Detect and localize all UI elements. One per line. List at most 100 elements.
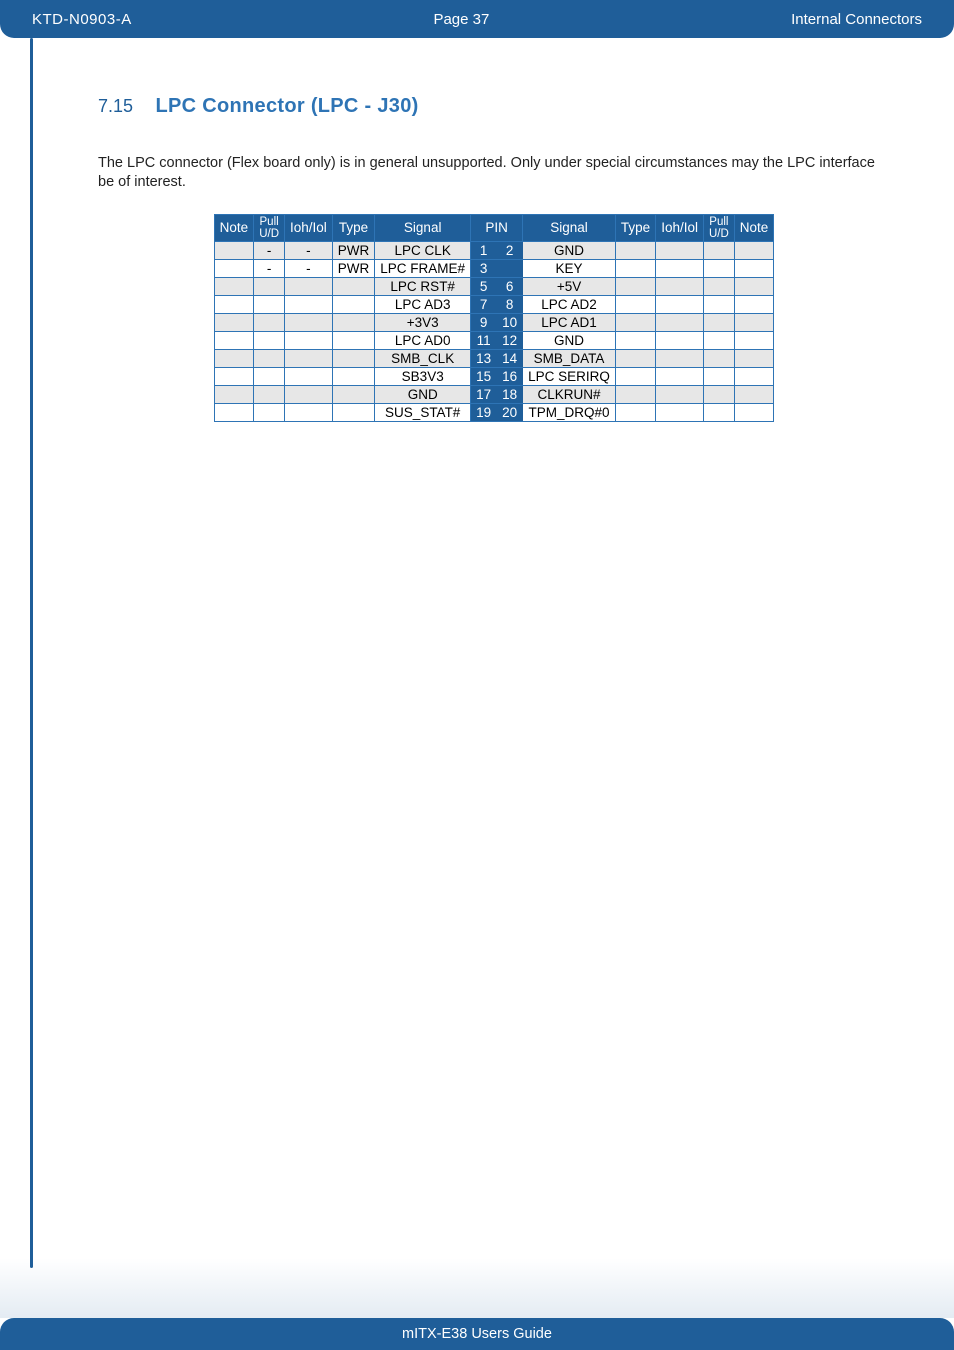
cell-pull-left [254,385,285,403]
cell-pull-left [254,277,285,295]
cell-signal-left: SMB_CLK [375,349,471,367]
table-row: SUS_STAT#1920TPM_DRQ#0 [214,403,774,421]
cell-pin-right: 10 [497,313,523,331]
cell-signal-right: LPC AD1 [523,313,616,331]
section-heading: 7.15 LPC Connector (LPC - J30) [98,95,890,118]
cell-iohiol-left [285,277,333,295]
cell-iohiol-left [285,385,333,403]
content-area: 7.15 LPC Connector (LPC - J30) The LPC c… [98,95,890,422]
cell-pin-left: 11 [471,331,497,349]
cell-note-right [734,367,774,385]
cell-note-left [214,367,254,385]
cell-pin-left: 13 [471,349,497,367]
cell-note-right [734,313,774,331]
cell-note-right [734,403,774,421]
cell-pin-right: 2 [497,241,523,259]
cell-note-left [214,295,254,313]
cell-signal-right: GND [523,331,616,349]
cell-pull-left [254,313,285,331]
table-header-row: Note Pull U/D Ioh/Iol Type Signal PIN Si… [214,214,774,241]
cell-signal-right: +5V [523,277,616,295]
cell-pin-right: 16 [497,367,523,385]
cell-iohiol-right [656,277,704,295]
cell-pull-right [703,313,734,331]
cell-type-right [615,367,655,385]
cell-iohiol-right [656,241,704,259]
side-rule [30,38,33,1268]
cell-type-left: PWR [332,241,375,259]
cell-note-left [214,259,254,277]
cell-signal-left: LPC RST# [375,277,471,295]
table-row: GND1718CLKRUN# [214,385,774,403]
cell-pull-left [254,295,285,313]
cell-note-left [214,277,254,295]
col-signal-right: Signal [523,214,616,241]
cell-iohiol-left [285,295,333,313]
cell-signal-right: CLKRUN# [523,385,616,403]
cell-signal-right: LPC AD2 [523,295,616,313]
header-section-title: Internal Connectors [791,11,954,28]
cell-pull-right [703,367,734,385]
cell-iohiol-left [285,313,333,331]
col-note-left: Note [214,214,254,241]
cell-pin-right: 8 [497,295,523,313]
cell-pull-left: - [254,259,285,277]
cell-iohiol-left: - [285,259,333,277]
cell-note-right [734,385,774,403]
cell-note-left [214,349,254,367]
col-type-right: Type [615,214,655,241]
cell-note-right [734,259,774,277]
cell-pull-left [254,403,285,421]
lpc-connector-table: Note Pull U/D Ioh/Iol Type Signal PIN Si… [214,214,775,422]
cell-type-right [615,277,655,295]
cell-type-right [615,349,655,367]
cell-type-right [615,385,655,403]
cell-signal-left: +3V3 [375,313,471,331]
cell-type-left [332,331,375,349]
cell-signal-left: SUS_STAT# [375,403,471,421]
cell-iohiol-right [656,385,704,403]
cell-signal-right: TPM_DRQ#0 [523,403,616,421]
cell-signal-right: KEY [523,259,616,277]
cell-type-right [615,403,655,421]
table-row: SMB_CLK1314SMB_DATA [214,349,774,367]
table-row: LPC AD378LPC AD2 [214,295,774,313]
table-row: +3V3910LPC AD1 [214,313,774,331]
col-pin: PIN [471,214,523,241]
cell-type-right [615,313,655,331]
cell-pin-left: 3 [471,259,497,277]
cell-pin-left: 19 [471,403,497,421]
cell-iohiol-right [656,403,704,421]
cell-pull-right [703,349,734,367]
col-note-right: Note [734,214,774,241]
table-row: LPC AD01112GND [214,331,774,349]
body-paragraph: The LPC connector (Flex board only) is i… [98,154,890,192]
cell-type-right [615,259,655,277]
table-container: Note Pull U/D Ioh/Iol Type Signal PIN Si… [98,214,890,422]
cell-pull-right [703,385,734,403]
cell-note-left [214,385,254,403]
cell-note-right [734,295,774,313]
header-bar: KTD-N0903-A Page 37 Internal Connectors [0,0,954,38]
cell-type-left [332,277,375,295]
page: KTD-N0903-A Page 37 Internal Connectors … [0,0,954,1350]
cell-iohiol-right [656,367,704,385]
col-pull-left: Pull U/D [254,214,285,241]
cell-iohiol-left [285,403,333,421]
cell-type-right [615,241,655,259]
cell-type-left [332,367,375,385]
cell-note-left [214,403,254,421]
cell-pin-left: 5 [471,277,497,295]
cell-pull-left: - [254,241,285,259]
cell-pull-left [254,331,285,349]
cell-type-left [332,403,375,421]
table-body: --PWRLPC CLK12GND--PWRLPC FRAME#3KEYLPC … [214,241,774,421]
cell-iohiol-right [656,259,704,277]
cell-pull-right [703,331,734,349]
cell-iohiol-right [656,313,704,331]
table-row: SB3V31516LPC SERIRQ [214,367,774,385]
cell-type-left [332,295,375,313]
col-iohiol-right: Ioh/Iol [656,214,704,241]
col-type-left: Type [332,214,375,241]
cell-signal-left: SB3V3 [375,367,471,385]
